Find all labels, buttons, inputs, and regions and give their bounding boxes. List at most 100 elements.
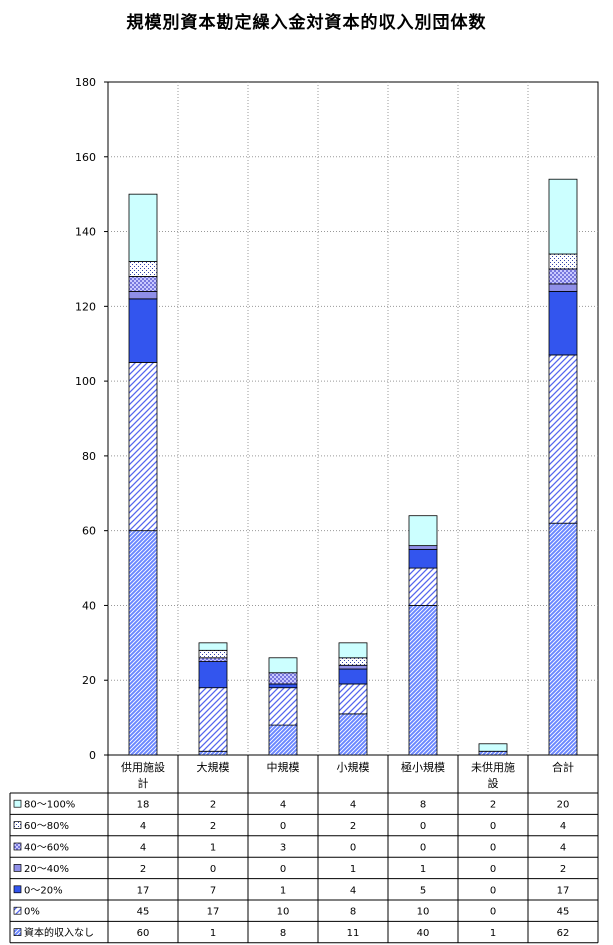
legend-key: [13, 928, 22, 936]
bar-segment[interactable]: [268, 724, 298, 756]
bar-segment[interactable]: [268, 683, 298, 689]
bar-segment[interactable]: [198, 661, 228, 689]
data-table-value: 20: [557, 800, 570, 811]
bar-segment[interactable]: [408, 548, 438, 569]
data-table-value: 0: [280, 821, 286, 832]
data-table-value: 2: [210, 821, 216, 832]
data-table-value: 2: [350, 821, 356, 832]
x-category-label: 大規模: [197, 760, 230, 774]
data-table-value: 1: [490, 928, 496, 939]
y-tick-label: 160: [75, 151, 96, 164]
bar-segment[interactable]: [338, 657, 368, 666]
data-table-value: 0: [350, 843, 356, 854]
legend-entry-label: 60～80%: [24, 821, 69, 832]
bar-segment[interactable]: [338, 668, 368, 685]
legend-entry-label: 20～40%: [24, 864, 69, 875]
data-table-value: 8: [280, 928, 286, 939]
data-table-value: 4: [560, 843, 566, 854]
bar-segment[interactable]: [268, 672, 298, 685]
y-tick-label: 80: [82, 450, 96, 463]
data-table-value: 10: [417, 907, 430, 918]
data-table-value: 60: [137, 928, 150, 939]
data-table-value: 45: [137, 907, 150, 918]
chart-title: 規模別資本勘定繰入金対資本的収入別団体数: [126, 13, 487, 33]
bar-segment[interactable]: [478, 750, 508, 756]
bar-segment[interactable]: [548, 354, 578, 524]
bar-segment[interactable]: [548, 178, 578, 255]
bar-segment[interactable]: [198, 687, 228, 752]
y-tick-label: 120: [75, 300, 96, 313]
bar-segment[interactable]: [548, 268, 578, 285]
legend-key: [13, 842, 22, 851]
data-table-value: 1: [280, 885, 286, 896]
data-table-value: 0: [210, 864, 216, 875]
data-table-value: 10: [277, 907, 290, 918]
data-table-value: 0: [490, 864, 496, 875]
data-table-value: 1: [420, 864, 426, 875]
x-category-label: 合計: [552, 760, 574, 774]
data-table-value: 2: [560, 864, 566, 875]
data-table-value: 4: [560, 821, 566, 832]
bar-segment[interactable]: [268, 687, 298, 726]
bar-segment[interactable]: [128, 530, 158, 756]
y-tick-label: 0: [89, 749, 96, 762]
data-table-value: 2: [210, 800, 216, 811]
bar-segment[interactable]: [198, 750, 228, 756]
legend-entry-label: 40～60%: [24, 843, 69, 854]
bar-segment[interactable]: [128, 298, 158, 363]
data-table-value: 0: [490, 885, 496, 896]
bar-segment[interactable]: [128, 276, 158, 292]
data-table-value: 0: [420, 843, 426, 854]
bar-segment[interactable]: [548, 290, 578, 356]
data-table-value: 7: [210, 885, 216, 896]
data-table-value: 4: [280, 800, 286, 811]
bar-segment[interactable]: [408, 567, 438, 606]
data-table-value: 0: [420, 821, 426, 832]
x-category-label: 極小規模: [401, 760, 445, 774]
bar-segment[interactable]: [198, 642, 228, 651]
x-category-label: 未供用施: [471, 760, 515, 774]
bar-segment[interactable]: [548, 253, 578, 270]
bar-segment[interactable]: [338, 642, 368, 659]
legend-key: [13, 821, 22, 829]
bar-segment[interactable]: [338, 683, 368, 715]
data-table-value: 1: [210, 843, 216, 854]
legend-key: [13, 864, 22, 872]
y-tick-label: 60: [82, 525, 96, 538]
bar-segment[interactable]: [128, 193, 158, 262]
bar-segment[interactable]: [408, 605, 438, 756]
bar-segment[interactable]: [548, 283, 578, 292]
bar-segment[interactable]: [128, 362, 158, 532]
data-table-value: 0: [490, 843, 496, 854]
bar-segment[interactable]: [198, 649, 228, 659]
data-table-value: 40: [417, 928, 430, 939]
legend-entry-label: 80～100%: [24, 800, 75, 811]
data-table-value: 0: [490, 907, 496, 918]
bar-segment[interactable]: [128, 290, 158, 300]
bar-segment[interactable]: [478, 743, 508, 752]
data-table-value: 4: [350, 800, 356, 811]
data-table-value: 8: [420, 800, 426, 811]
data-table-value: 5: [420, 885, 426, 896]
data-table-value: 1: [350, 864, 356, 875]
data-table-value: 62: [557, 928, 570, 939]
data-table-value: 17: [137, 885, 150, 896]
legend-key: [13, 906, 22, 915]
bar-segment[interactable]: [268, 657, 298, 674]
y-tick-label: 180: [75, 76, 96, 89]
bar-segment[interactable]: [338, 713, 368, 756]
bar-segment[interactable]: [128, 261, 158, 277]
data-table-value: 0: [490, 821, 496, 832]
x-category-label: 設: [488, 776, 499, 790]
bar-segment[interactable]: [338, 664, 368, 670]
data-table-value: 2: [490, 800, 496, 811]
x-category-label: 供用施設: [121, 760, 165, 774]
legend-entry-label: 0%: [24, 907, 40, 918]
y-tick-label: 140: [75, 226, 96, 239]
bar-segment[interactable]: [548, 522, 578, 756]
data-table-value: 45: [557, 907, 570, 918]
bar-segment[interactable]: [408, 515, 438, 547]
bar-segment[interactable]: [408, 545, 438, 550]
bar-segment[interactable]: [198, 657, 228, 662]
